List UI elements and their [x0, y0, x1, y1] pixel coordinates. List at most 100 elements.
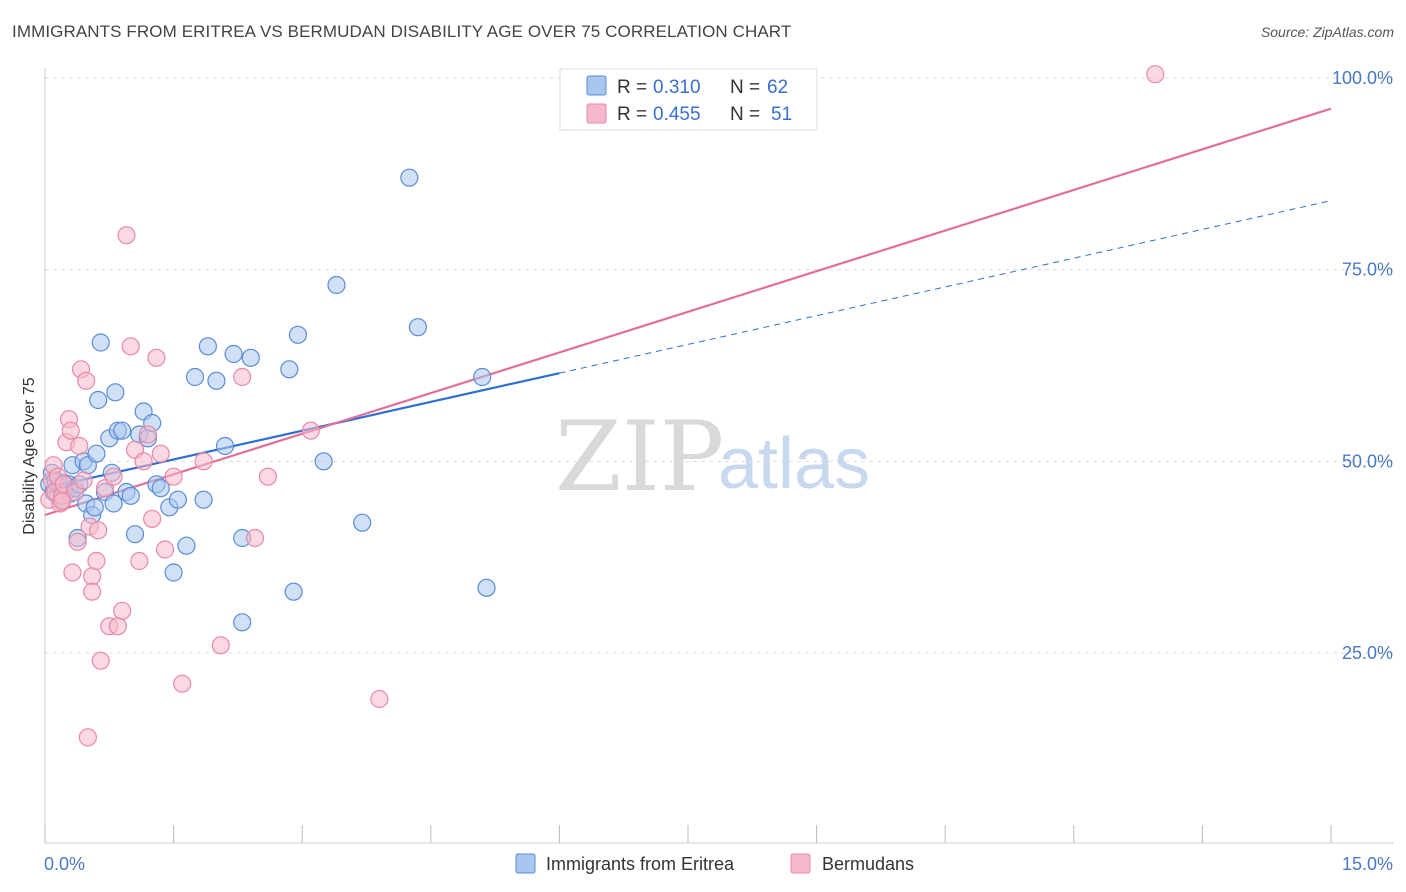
point-eritrea — [194, 490, 213, 509]
y-tick-label-25: 25.0% — [1342, 643, 1393, 663]
point-bermudans — [211, 636, 230, 655]
point-eritrea — [164, 563, 183, 582]
point-bermudans — [370, 689, 389, 709]
point-eritrea — [473, 367, 492, 387]
point-eritrea — [353, 513, 372, 532]
point-bermudans — [83, 567, 102, 586]
point-eritrea — [284, 582, 303, 601]
point-bermudans — [301, 421, 320, 440]
point-eritrea — [280, 360, 299, 379]
point-bermudans — [104, 467, 123, 486]
point-eritrea — [85, 498, 104, 517]
point-bermudans — [233, 367, 252, 387]
point-eritrea — [327, 275, 346, 295]
legend-r-label-1: R = — [617, 77, 647, 98]
x-tick-label-max: 15.0% — [1342, 854, 1393, 874]
point-bermudans — [147, 348, 166, 367]
point-bermudans — [63, 563, 82, 582]
point-eritrea — [215, 436, 235, 456]
point-bermudans — [77, 371, 96, 390]
point-bermudans — [108, 617, 127, 636]
legend-r-label-2: R = — [617, 104, 647, 125]
point-bermudans — [194, 452, 213, 471]
point-eritrea — [151, 479, 170, 498]
point-eritrea — [168, 490, 187, 509]
point-bermudans — [138, 425, 157, 444]
watermark-zip: ZIP — [555, 401, 724, 513]
bottom-legend-label-eritrea: Immigrants from Eritrea — [546, 854, 735, 874]
point-eritrea — [104, 494, 123, 513]
point-eritrea — [106, 383, 125, 402]
legend-n-label-1: N = — [730, 77, 760, 98]
point-bermudans — [173, 674, 192, 693]
point-bermudans — [155, 540, 175, 559]
x-tick-labels: 0.0% 15.0% — [44, 854, 1393, 874]
point-bermudans — [91, 651, 110, 670]
point-eritrea — [177, 536, 196, 555]
top-legend: R = 0.310 N = 62 R = 0.455 N = 51 — [559, 68, 818, 131]
point-bermudans — [89, 521, 108, 540]
point-bermudans — [121, 337, 140, 356]
point-bermudans — [143, 509, 162, 528]
point-eritrea — [185, 367, 205, 387]
chart-title: IMMIGRANTS FROM ERITREA VS BERMUDAN DISA… — [12, 22, 792, 41]
legend-n-label-2: N = — [730, 104, 760, 125]
point-bermudans — [245, 528, 265, 548]
point-bermudans — [130, 551, 149, 571]
y-tick-labels: 25.0% 50.0% 75.0% 100.0% — [1332, 68, 1393, 663]
trendline-eritrea-extension — [559, 200, 1332, 374]
point-bermudans — [117, 226, 136, 245]
point-bermudans — [134, 452, 153, 471]
point-bermudans — [53, 492, 72, 511]
legend-r-value-1: 0.310 — [653, 77, 701, 98]
legend-swatch-bermudans — [586, 103, 607, 124]
point-eritrea — [224, 344, 243, 364]
point-eritrea — [314, 452, 333, 471]
watermark-atlas: atlas — [718, 424, 870, 504]
watermark: ZIP atlas — [555, 401, 870, 513]
legend-r-value-2: 0.455 — [653, 104, 701, 125]
point-eritrea — [87, 444, 106, 463]
data-points — [40, 65, 1165, 747]
x-tick-label-min: 0.0% — [44, 854, 85, 874]
point-bermudans — [1146, 65, 1165, 84]
point-eritrea — [89, 390, 108, 410]
axes — [44, 68, 1394, 844]
point-bermudans — [70, 436, 89, 456]
trendline-bermudans — [44, 107, 1332, 517]
point-bermudans — [164, 467, 183, 486]
point-eritrea — [408, 318, 428, 337]
bottom-legend-swatch-bermudans — [790, 853, 811, 874]
bottom-legend-label-bermudans: Bermudans — [822, 854, 914, 874]
point-eritrea — [198, 337, 217, 356]
legend-swatch-eritrea — [586, 75, 607, 96]
point-eritrea — [125, 525, 145, 544]
legend-n-value-2: 51 — [771, 104, 792, 125]
point-eritrea — [113, 421, 132, 440]
point-eritrea — [477, 578, 496, 597]
point-eritrea — [121, 486, 140, 505]
y-tick-label-50: 50.0% — [1342, 451, 1393, 471]
point-bermudans — [61, 421, 80, 440]
point-bermudans — [78, 728, 97, 747]
point-eritrea — [400, 168, 419, 187]
chart-source: Source: ZipAtlas.com — [1260, 24, 1394, 40]
point-bermudans — [151, 444, 170, 463]
point-eritrea — [207, 371, 226, 390]
point-bermudans — [68, 532, 87, 551]
legend-n-value-1: 62 — [767, 77, 788, 98]
point-bermudans — [74, 471, 93, 490]
point-bermudans — [258, 467, 278, 486]
point-bermudans — [87, 551, 106, 571]
y-tick-label-75: 75.0% — [1342, 260, 1393, 280]
point-eritrea — [233, 613, 252, 632]
bottom-legend: Immigrants from Eritrea Bermudans — [515, 853, 914, 874]
y-tick-label-100: 100.0% — [1332, 68, 1393, 88]
point-bermudans — [83, 582, 102, 601]
bottom-legend-swatch-eritrea — [515, 853, 536, 874]
point-eritrea — [241, 348, 260, 367]
y-axis-label: Disability Age Over 75 — [21, 377, 38, 535]
point-eritrea — [288, 325, 308, 344]
point-bermudans — [113, 601, 132, 620]
